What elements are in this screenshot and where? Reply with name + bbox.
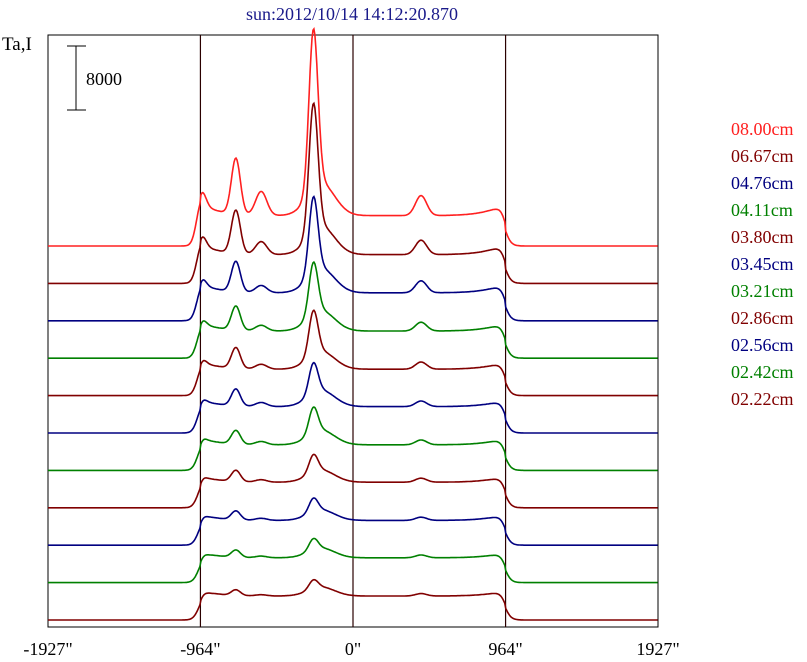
series-line-02.22cm [48, 578, 658, 621]
chart-title: sun:2012/10/14 14:12:20.870 [246, 4, 458, 24]
series-line-02.42cm [48, 537, 658, 584]
series-line-03.21cm [48, 406, 658, 472]
legend-entry-9: 02.42cm [731, 362, 794, 382]
y-axis-label: Ta,I [2, 34, 32, 55]
series-line-02.86cm [48, 453, 658, 509]
series-lines [48, 27, 658, 621]
scale-bar-label: 8000 [86, 69, 122, 89]
series-line-03.80cm [48, 309, 658, 397]
series-line-03.45cm [48, 361, 658, 434]
legend-entry-3: 04.11cm [731, 200, 793, 220]
legend-entry-8: 02.56cm [731, 335, 794, 355]
x-tick-labels: -1927" -964" 0" 964" 1927" [23, 639, 679, 659]
legend-entry-2: 04.76cm [731, 173, 794, 193]
legend-entry-5: 03.45cm [731, 254, 794, 274]
x-tick-label-2: 0" [345, 639, 361, 659]
series-line-04.76cm [48, 195, 658, 322]
legend-entry-10: 02.22cm [731, 389, 794, 409]
x-tick-label-3: 964" [488, 639, 522, 659]
x-tick-label-4: 1927" [636, 639, 679, 659]
legend-entry-1: 06.67cm [731, 146, 794, 166]
series-line-04.11cm [48, 260, 658, 359]
series-line-02.56cm [48, 497, 658, 546]
legend: 08.00cm 06.67cm 04.76cm 04.11cm 03.80cm 03.45… [731, 119, 794, 409]
series-line-08.00cm [48, 27, 658, 247]
legend-entry-4: 03.80cm [731, 227, 794, 247]
legend-entry-7: 02.86cm [731, 308, 794, 328]
x-tick-label-0: -1927" [23, 639, 72, 659]
legend-entry-0: 08.00cm [731, 119, 794, 139]
x-tick-label-1: -964" [180, 639, 220, 659]
legend-entry-6: 03.21cm [731, 281, 794, 301]
series-line-06.67cm [48, 101, 658, 285]
scale-bar: 8000 [67, 45, 122, 111]
